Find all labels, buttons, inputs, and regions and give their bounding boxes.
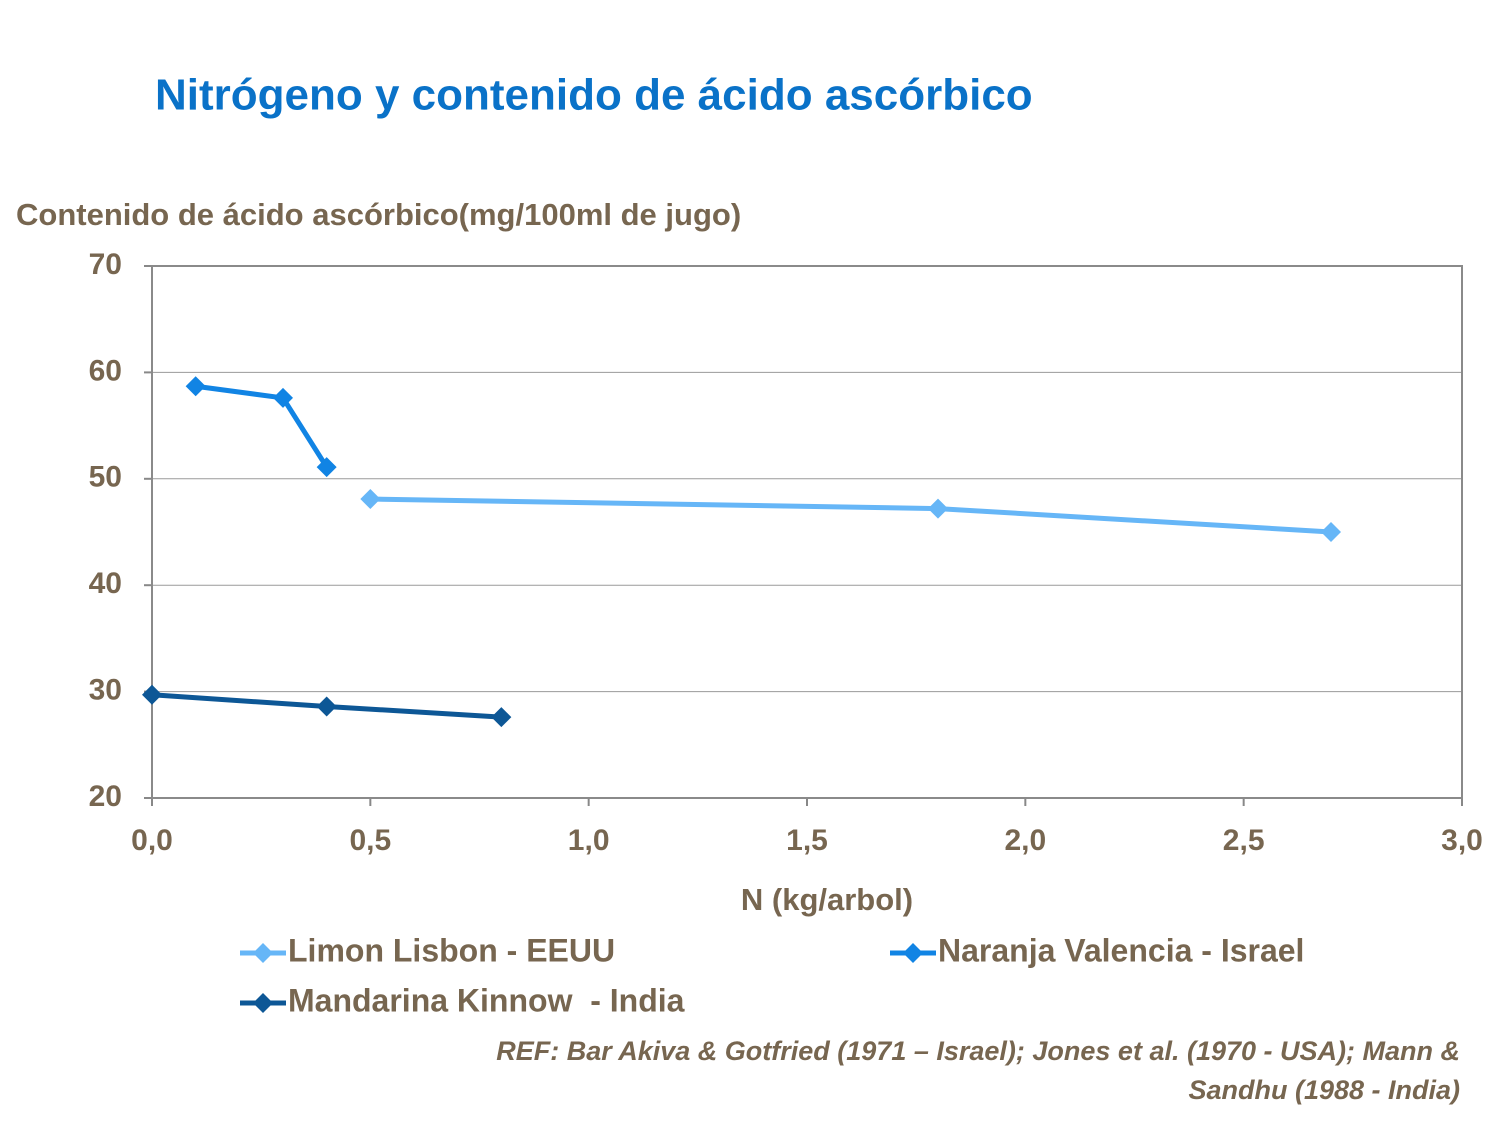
legend-label: Mandarina Kinnow - India [288, 982, 685, 1018]
series-line [195, 383, 329, 469]
legend-marker [253, 993, 273, 1013]
data-point [491, 707, 512, 728]
y-tick-label: 40 [89, 567, 122, 600]
data-point [360, 489, 381, 510]
x-tick-label: 0,0 [131, 824, 173, 857]
y-tick-label: 20 [89, 780, 122, 813]
y-tick-label: 50 [89, 461, 122, 494]
y-axis-label: Contenido de ácido ascórbico(mg/100ml de… [16, 197, 741, 232]
reference: Sandhu (1988 - India) [1188, 1075, 1460, 1105]
reference: REF: Bar Akiva & Gotfried (1971 – Israel… [496, 1036, 1460, 1066]
chart-title: Nitrógeno y contenido de ácido ascórbico [155, 71, 1033, 120]
data-point [316, 457, 337, 478]
x-tick-label: 1,5 [786, 824, 828, 857]
x-tick-label: 2,0 [1004, 824, 1046, 857]
data-point [185, 376, 206, 397]
x-tick-label: 0,5 [349, 824, 391, 857]
legend-label: Limon Lisbon - EEUU [288, 932, 615, 968]
y-tick-label: 70 [89, 248, 122, 281]
y-tick-label: 30 [89, 674, 122, 707]
plot-frame [151, 265, 1463, 799]
x-tick-label: 2,5 [1223, 824, 1265, 857]
data-point [273, 387, 293, 408]
data-point [316, 696, 337, 717]
x-tick-label: 3,0 [1441, 824, 1483, 857]
legend-marker [253, 943, 273, 963]
series-line [370, 496, 1332, 535]
data-point [142, 684, 162, 705]
data-point [1321, 522, 1341, 542]
data-point [928, 498, 948, 519]
x-tick-label: 1,0 [568, 824, 610, 857]
x-axis-label: N (kg/arbol) [741, 882, 913, 917]
y-tick-label: 60 [89, 354, 122, 387]
legend-label: Naranja Valencia - Israel [938, 932, 1304, 968]
legend-marker [903, 943, 923, 963]
